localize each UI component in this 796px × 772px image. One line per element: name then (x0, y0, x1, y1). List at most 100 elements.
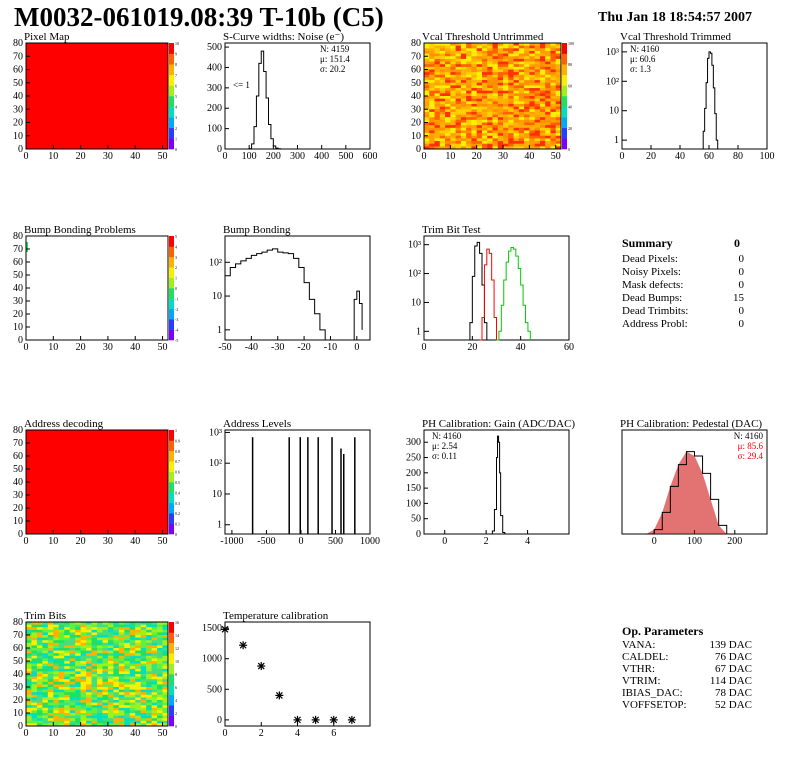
op-param-value: 78 DAC (715, 687, 752, 699)
y-tick-label: 1 (416, 326, 421, 337)
colorbar-tick: -5 (175, 338, 178, 343)
chart-title: Pixel Map (24, 31, 70, 43)
y-tick-label: 30 (13, 682, 23, 693)
op-param-value: 52 DAC (715, 699, 752, 711)
heatmap-cells (26, 242, 28, 252)
colorbar-segment (169, 308, 174, 320)
colorbar-segment (169, 684, 174, 696)
chart-title: Address Levels (223, 418, 291, 430)
colorbar-tick: 0 (175, 532, 177, 537)
y-tick-label: 0 (18, 335, 23, 346)
y-tick-label: 500 (207, 684, 222, 695)
y-tick-label: 10³ (408, 240, 421, 251)
heatmap-cells (26, 430, 168, 534)
colorbar-tick: 40 (568, 105, 572, 110)
x-tick-label: 200 (266, 151, 281, 162)
summary-label: Dead Bumps: (622, 292, 683, 304)
y-tick-label: 70 (13, 630, 23, 641)
colorbar-tick: 9 (175, 52, 177, 57)
x-tick-label: 30 (498, 151, 508, 162)
y-tick-label: 30 (13, 490, 23, 501)
stat-label: μ: 151.4 (320, 54, 350, 64)
colorbar-segment (169, 513, 174, 524)
summary-total: 0 (734, 236, 740, 250)
colorbar-segment (169, 622, 174, 633)
x-tick-label: 0 (223, 728, 228, 739)
y-tick-label: 30 (13, 296, 23, 307)
op-parameters-title: Op. Parameters (622, 624, 704, 638)
y-tick-label: 50 (13, 656, 23, 667)
colorbar-segment (169, 653, 174, 664)
x-tick-label: 4 (295, 728, 300, 739)
x-tick-label: 0 (24, 728, 29, 739)
colorbar-tick: 0.2 (175, 511, 180, 516)
colorbar-segment (562, 117, 567, 129)
y-tick-label: 10² (209, 257, 222, 268)
y-tick-label: 70 (13, 244, 23, 255)
x-tick-label: 400 (314, 151, 329, 162)
y-tick-label: 0 (217, 144, 222, 155)
plot-frame (224, 235, 371, 341)
colorbar-segment (169, 642, 174, 654)
y-tick-label: 1 (217, 520, 222, 531)
plot-frame (224, 429, 371, 535)
data-point (293, 715, 302, 724)
x-tick-label: 300 (290, 151, 305, 162)
y-tick-label: 1 (217, 325, 222, 336)
op-param-value: 139 DAC (709, 639, 752, 651)
chart-title: Vcal Threshold Trimmed (620, 31, 732, 43)
summary-value: 0 (738, 305, 745, 317)
x-tick-label: 200 (727, 536, 742, 547)
colorbar-segment (562, 53, 567, 65)
x-tick-label: 40 (524, 151, 534, 162)
y-tick-label: 10² (408, 269, 421, 280)
x-tick-label: 50 (158, 342, 168, 353)
colorbar-segment (169, 127, 174, 139)
page-title: M0032-061019.08:39 T-10b (C5) (14, 2, 384, 32)
colorbar-tick: 0 (568, 147, 570, 152)
summary-label: Mask defects: (622, 279, 684, 291)
y-tick-label: 100 (207, 124, 222, 135)
y-tick-label: 80 (13, 617, 23, 628)
op-param-value: 76 DAC (715, 651, 752, 663)
x-tick-label: 0 (422, 342, 427, 353)
summary-panel: Summary 0 Dead Pixels: 0 Noisy Pixels: 0… (622, 236, 752, 336)
colorbar-tick: -3 (175, 317, 178, 322)
x-tick-label: 20 (646, 151, 656, 162)
x-tick-label: 10 (48, 151, 58, 162)
y-tick-label: 80 (13, 38, 23, 49)
colorbar-segment (169, 482, 174, 493)
x-tick-label: 40 (130, 728, 140, 739)
x-tick-label: 10 (48, 728, 58, 739)
heatmap-cells (26, 43, 168, 149)
x-tick-label: 60 (564, 342, 574, 353)
colorbar-tick: 4 (175, 698, 177, 703)
op-param-value: 114 DAC (709, 675, 752, 687)
data-point (257, 662, 266, 671)
y-tick-label: 60 (13, 643, 23, 654)
colorbar-segment (169, 246, 174, 258)
y-tick-label: 60 (13, 451, 23, 462)
op-param-label: VANA: (622, 639, 656, 651)
y-tick-label: 20 (13, 118, 23, 129)
series-line (646, 451, 728, 535)
colorbar-segment (169, 674, 174, 685)
y-tick-label: 20 (13, 695, 23, 706)
stat-label: σ: 1.3 (630, 64, 651, 74)
y-tick-label: 1000 (202, 654, 222, 665)
summary-value: 15 (733, 292, 744, 304)
colorbar-segment (169, 694, 174, 706)
colorbar-segment (169, 277, 174, 289)
y-tick-label: 10 (411, 131, 421, 142)
y-tick-label: 10 (13, 516, 23, 527)
x-tick-label: 0 (652, 536, 657, 547)
x-tick-label: -30 (271, 342, 284, 353)
summary-label: Dead Pixels: (622, 253, 678, 265)
colorbar-tick: 6 (175, 83, 177, 88)
op-param-label: VOFFSETOP: (622, 699, 687, 711)
x-tick-label: 0 (24, 342, 29, 353)
y-tick-label: 50 (411, 514, 421, 525)
colorbar-segment (169, 138, 174, 150)
colorbar-segment (562, 85, 567, 97)
